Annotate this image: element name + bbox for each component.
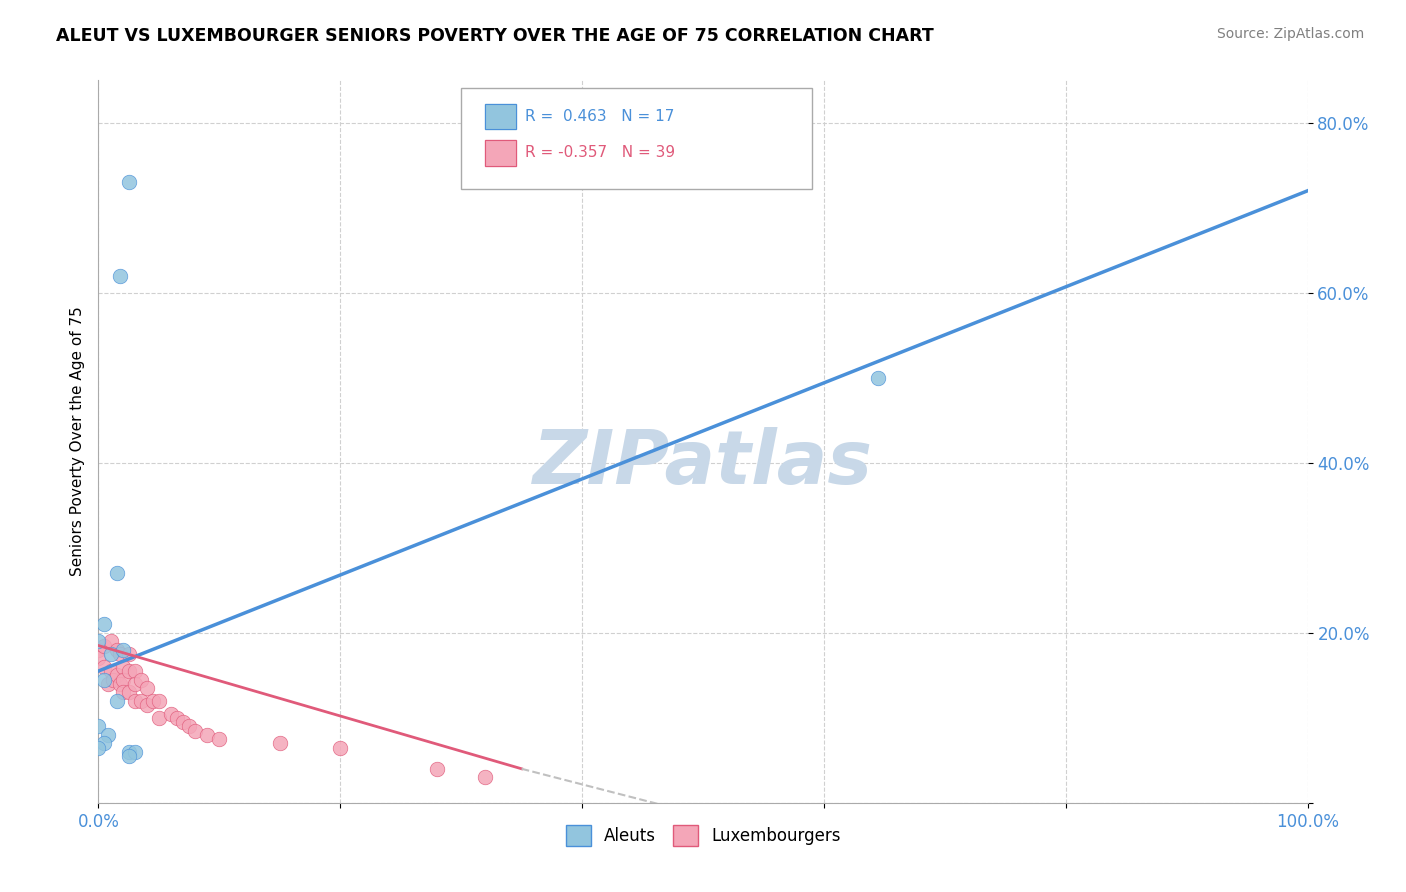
Point (129, 673, 152, 687)
Point (124, 694, 146, 708)
Point (100, 664, 122, 678)
Point (105, 566, 128, 581)
Text: Source: ZipAtlas.com: Source: ZipAtlas.com (1216, 27, 1364, 41)
Point (87, 740, 110, 755)
Point (87, 651, 110, 665)
Point (93, 660, 115, 674)
Bar (485, 104, 516, 129)
Point (208, 732, 231, 747)
Point (868, 371, 890, 385)
Point (118, 175, 141, 189)
Point (118, 749, 141, 764)
Point (87, 719, 110, 733)
Point (179, 719, 201, 733)
Text: ALEUT VS LUXEMBOURGER SENIORS POVERTY OVER THE AGE OF 75 CORRELATION CHART: ALEUT VS LUXEMBOURGER SENIORS POVERTY OV… (56, 27, 934, 45)
Point (93, 673, 115, 687)
Legend: Aleuts, Luxembourgers: Aleuts, Luxembourgers (560, 819, 846, 852)
Point (124, 664, 146, 678)
Point (97, 728, 120, 742)
Point (184, 723, 207, 738)
Point (111, 673, 134, 687)
Point (100, 634, 122, 648)
Point (426, 762, 449, 776)
Point (105, 694, 128, 708)
Point (118, 647, 141, 661)
Point (108, 647, 131, 661)
Point (93, 736, 115, 750)
FancyBboxPatch shape (461, 87, 811, 189)
Bar (485, 104, 516, 129)
Point (148, 694, 170, 708)
Point (97, 677, 120, 691)
Point (93, 639, 115, 653)
Point (135, 681, 157, 695)
Y-axis label: Seniors Poverty Over the Age of 75: Seniors Poverty Over the Age of 75 (69, 307, 84, 576)
Point (129, 694, 152, 708)
Point (87, 642, 110, 657)
Text: R = -0.357   N = 39: R = -0.357 N = 39 (526, 145, 675, 160)
Point (108, 677, 131, 691)
Text: ZIPatlas: ZIPatlas (533, 426, 873, 500)
Bar (485, 140, 516, 166)
Point (329, 740, 352, 755)
Point (105, 668, 128, 682)
Point (269, 736, 291, 750)
Point (160, 706, 183, 721)
Point (100, 647, 122, 661)
Point (118, 664, 141, 678)
Point (111, 685, 134, 699)
Point (111, 642, 134, 657)
Point (93, 617, 115, 632)
Point (474, 770, 496, 784)
Point (108, 268, 131, 283)
Point (135, 698, 157, 712)
Point (195, 728, 218, 742)
Point (124, 677, 146, 691)
Point (118, 745, 141, 759)
Text: R =  0.463   N = 17: R = 0.463 N = 17 (526, 109, 675, 124)
Point (87, 634, 110, 648)
Point (166, 711, 188, 725)
Point (124, 745, 146, 759)
Point (111, 660, 134, 674)
Point (172, 714, 194, 729)
Point (105, 642, 128, 657)
Point (101, 673, 124, 687)
Point (118, 685, 141, 699)
Point (148, 711, 170, 725)
Bar (485, 140, 516, 166)
Point (142, 694, 165, 708)
